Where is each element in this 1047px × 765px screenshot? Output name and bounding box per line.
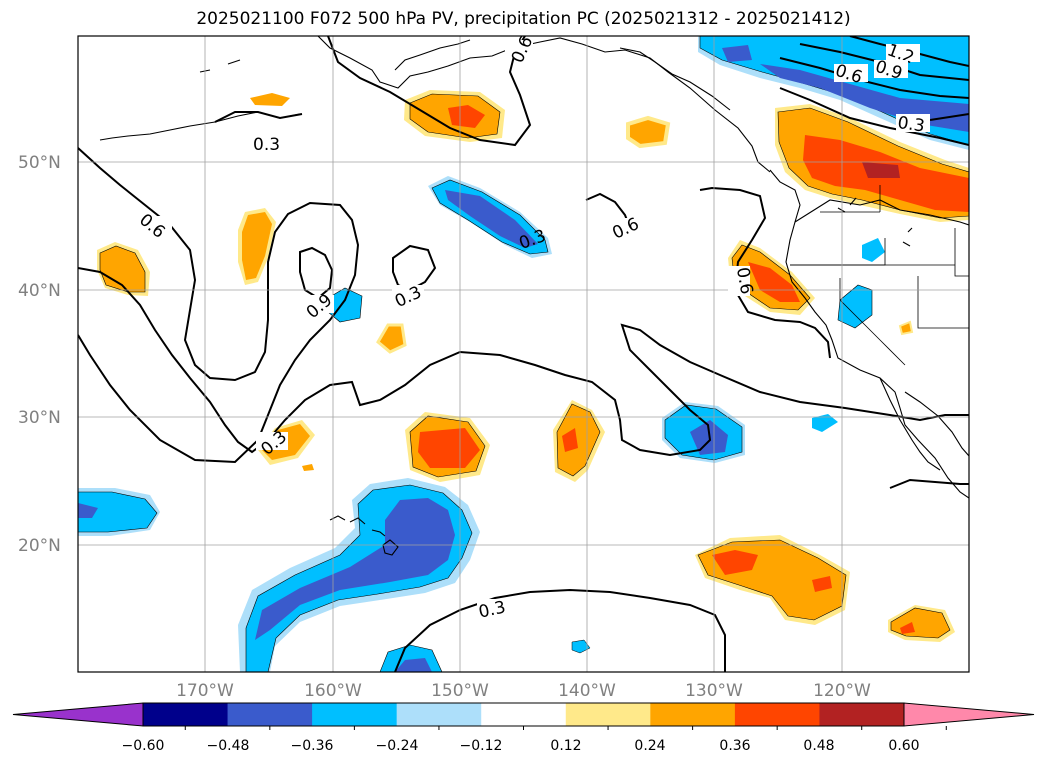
plot-area: 0.3 0.6 0.6 0.6 0.9 0.3 0.3 0.6 0.3 0.3 … bbox=[78, 36, 969, 672]
colorbar-cells bbox=[143, 703, 905, 726]
colorbar-tick-label: 0.48 bbox=[803, 738, 835, 754]
colorbar-cell bbox=[650, 703, 736, 726]
plot-frame bbox=[77, 35, 970, 673]
colorbar-cell bbox=[396, 703, 482, 726]
alaska-coast bbox=[317, 36, 771, 173]
lon-label: 160°W bbox=[304, 681, 362, 701]
lon-label: 130°W bbox=[685, 681, 743, 701]
gridlines bbox=[78, 36, 969, 672]
lon-label: 170°W bbox=[176, 681, 234, 701]
contour-labels: 0.3 0.6 0.6 0.6 0.9 0.3 0.3 0.6 0.3 0.3 … bbox=[135, 36, 930, 623]
colorbar-tick-label: −0.12 bbox=[459, 738, 503, 754]
contour-label: 0.3 bbox=[253, 135, 280, 155]
coastlines bbox=[99, 36, 969, 556]
contour-09-loop bbox=[299, 246, 334, 300]
contour-label: 0.3 bbox=[896, 113, 926, 137]
colorbar-extend-right bbox=[903, 702, 1035, 727]
contour-label: 0.6 bbox=[732, 266, 756, 296]
lat-label: 50°N bbox=[18, 153, 61, 173]
contour-03-south bbox=[394, 588, 726, 672]
colorbar-tick-label: −0.60 bbox=[121, 738, 165, 754]
colorbar-cell bbox=[819, 703, 905, 726]
pv-contours bbox=[78, 36, 969, 672]
colorbar bbox=[12, 702, 1035, 730]
colorbar-ticks bbox=[184, 726, 947, 730]
colorbar-cell bbox=[227, 703, 313, 726]
colorbar-tick-label: 0.12 bbox=[550, 738, 582, 754]
colorbar-cell bbox=[143, 703, 229, 726]
lon-label: 120°W bbox=[813, 681, 871, 701]
lon-label: 140°W bbox=[558, 681, 616, 701]
colorbar-cell bbox=[734, 703, 820, 726]
colorbar-extend-left bbox=[12, 702, 144, 727]
map-title: 2025021100 F072 500 hPa PV, precipitatio… bbox=[196, 9, 851, 29]
colorbar-tick-label: 0.60 bbox=[888, 738, 920, 754]
contour-06-northeast bbox=[779, 57, 969, 99]
positive-precip-shading bbox=[97, 90, 969, 642]
contour-03-west bbox=[78, 267, 969, 457]
colorbar-cell bbox=[481, 703, 567, 726]
contour-06-north bbox=[327, 36, 532, 147]
lon-label: 150°W bbox=[431, 681, 489, 701]
contour-03-north bbox=[214, 111, 303, 123]
colorbar-tick-label: 0.36 bbox=[719, 738, 751, 754]
colorbar-cell bbox=[312, 703, 398, 726]
contour-03-loop bbox=[392, 244, 437, 292]
contour-03-northeast bbox=[779, 87, 969, 146]
colorbar-tick-label: −0.48 bbox=[206, 738, 250, 754]
colorbar-tick-label: −0.24 bbox=[375, 738, 419, 754]
colorbar-cell bbox=[565, 703, 651, 726]
state-borders bbox=[790, 185, 969, 366]
lat-label: 40°N bbox=[18, 281, 61, 301]
lat-label: 30°N bbox=[18, 408, 61, 428]
colorbar-tick-label: −0.36 bbox=[290, 738, 334, 754]
baja-california bbox=[879, 377, 941, 471]
hawaii-islands bbox=[382, 539, 399, 556]
lat-label: 20°N bbox=[18, 536, 61, 556]
colorbar-tick-label: 0.24 bbox=[634, 738, 666, 754]
west-coast-na bbox=[769, 169, 969, 499]
